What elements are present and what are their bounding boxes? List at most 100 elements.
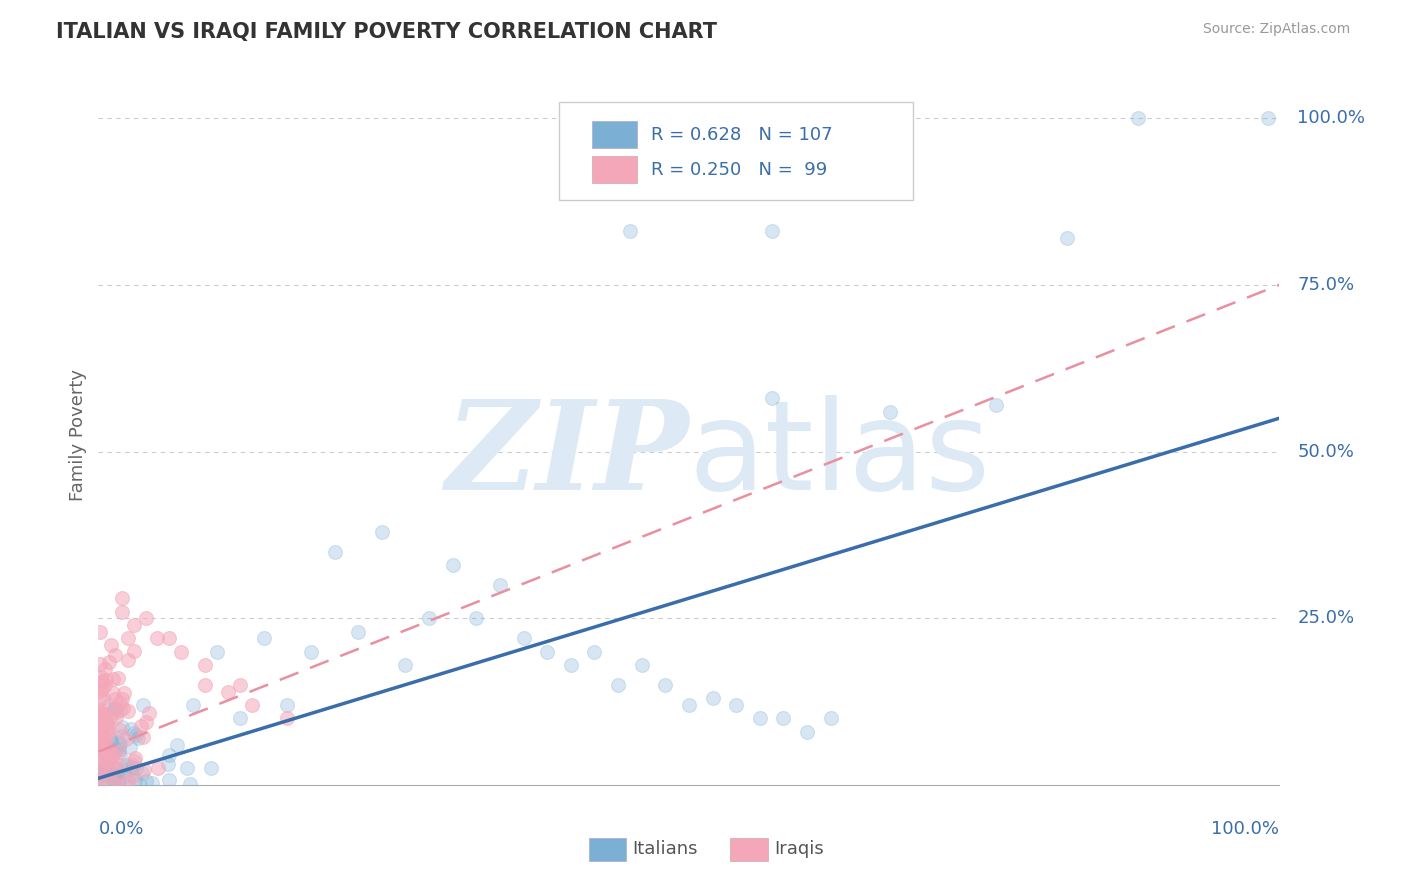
Point bbox=[772, 711, 794, 725]
Text: 25.0%: 25.0% bbox=[1298, 609, 1354, 627]
Point bbox=[157, 773, 180, 788]
Point bbox=[125, 761, 148, 775]
Point bbox=[90, 773, 112, 788]
Point bbox=[122, 726, 145, 740]
Point bbox=[157, 747, 180, 762]
Point bbox=[100, 747, 122, 761]
Point bbox=[112, 763, 135, 777]
Point bbox=[984, 398, 1007, 412]
Point bbox=[114, 769, 136, 783]
Point bbox=[1257, 111, 1279, 125]
Point bbox=[89, 676, 111, 690]
Point bbox=[536, 644, 558, 658]
Point bbox=[103, 760, 125, 774]
Point bbox=[108, 742, 131, 756]
Point bbox=[217, 684, 239, 698]
FancyBboxPatch shape bbox=[589, 838, 626, 861]
Point bbox=[135, 611, 157, 625]
Point bbox=[181, 698, 204, 712]
Point bbox=[105, 772, 128, 786]
Point bbox=[108, 774, 131, 789]
Point bbox=[90, 771, 112, 785]
Point bbox=[89, 709, 111, 723]
Point bbox=[560, 657, 582, 672]
Point bbox=[90, 768, 112, 782]
Point bbox=[276, 698, 298, 712]
Text: R = 0.250   N =  99: R = 0.250 N = 99 bbox=[651, 161, 827, 179]
Point bbox=[748, 711, 770, 725]
Point bbox=[132, 763, 155, 777]
Point bbox=[117, 704, 139, 718]
Point bbox=[118, 739, 141, 754]
Point bbox=[89, 729, 111, 743]
FancyBboxPatch shape bbox=[592, 121, 637, 148]
Point bbox=[94, 738, 117, 752]
Text: ITALIAN VS IRAQI FAMILY POVERTY CORRELATION CHART: ITALIAN VS IRAQI FAMILY POVERTY CORRELAT… bbox=[56, 22, 717, 42]
Point bbox=[90, 670, 112, 684]
Point bbox=[122, 754, 145, 768]
Point bbox=[441, 558, 464, 572]
Point bbox=[179, 777, 201, 791]
Point bbox=[103, 777, 125, 791]
Point bbox=[100, 638, 122, 652]
Text: ZIP: ZIP bbox=[446, 395, 689, 516]
Point bbox=[98, 747, 121, 762]
Point bbox=[110, 737, 132, 751]
Point bbox=[761, 391, 783, 405]
Point bbox=[103, 774, 125, 789]
Point bbox=[146, 761, 169, 775]
Point bbox=[91, 730, 114, 744]
Point bbox=[121, 757, 143, 772]
Point bbox=[112, 701, 135, 715]
Point bbox=[94, 761, 117, 775]
Point bbox=[725, 698, 748, 712]
Point bbox=[100, 746, 122, 760]
Point bbox=[132, 698, 155, 712]
Point bbox=[103, 776, 125, 790]
Point bbox=[115, 732, 138, 747]
FancyBboxPatch shape bbox=[592, 156, 637, 183]
Point bbox=[194, 678, 217, 692]
Point bbox=[89, 735, 111, 749]
Point bbox=[89, 723, 111, 738]
Point bbox=[761, 224, 783, 238]
Point bbox=[105, 710, 128, 724]
Point bbox=[176, 762, 198, 776]
Point bbox=[124, 750, 146, 764]
Point bbox=[512, 632, 534, 646]
Point bbox=[229, 711, 252, 725]
Point bbox=[91, 753, 114, 767]
Point bbox=[107, 735, 129, 749]
Text: Italians: Italians bbox=[633, 840, 697, 858]
Point bbox=[89, 759, 111, 773]
Text: R = 0.628   N = 107: R = 0.628 N = 107 bbox=[651, 126, 832, 145]
Point bbox=[94, 678, 117, 692]
Point bbox=[104, 774, 127, 789]
Point bbox=[91, 761, 114, 775]
Point bbox=[121, 760, 143, 774]
Point bbox=[103, 700, 125, 714]
Point bbox=[104, 700, 127, 714]
Point bbox=[630, 657, 652, 672]
Point bbox=[796, 724, 818, 739]
Point bbox=[94, 673, 117, 687]
Point bbox=[105, 705, 128, 719]
Point bbox=[135, 714, 157, 729]
Point bbox=[111, 720, 134, 734]
Point bbox=[619, 224, 641, 238]
Text: atlas: atlas bbox=[689, 395, 991, 516]
Point bbox=[820, 711, 842, 725]
Point bbox=[93, 690, 115, 705]
Point bbox=[110, 729, 132, 743]
Point bbox=[108, 697, 131, 711]
Point bbox=[122, 643, 145, 657]
Point bbox=[1126, 111, 1149, 125]
Point bbox=[108, 746, 131, 760]
Y-axis label: Family Poverty: Family Poverty bbox=[69, 369, 87, 500]
Point bbox=[91, 744, 114, 758]
Point bbox=[97, 755, 120, 769]
Point bbox=[93, 732, 115, 747]
Point bbox=[90, 703, 112, 717]
Point bbox=[607, 678, 630, 692]
Point bbox=[97, 721, 120, 735]
